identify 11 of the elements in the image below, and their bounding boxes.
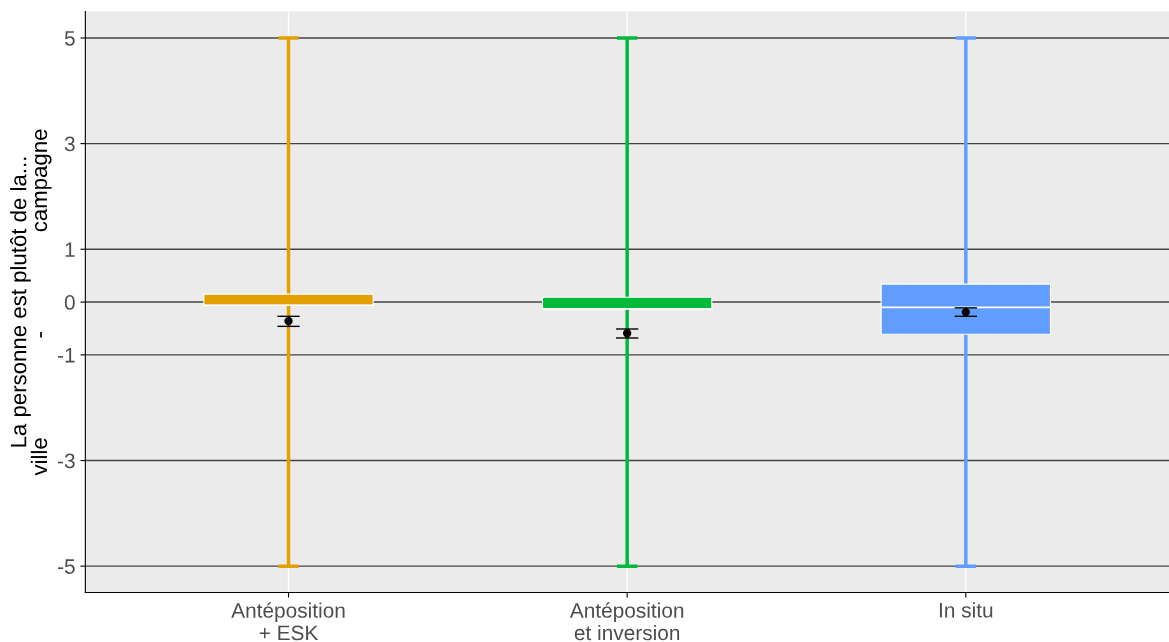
y-tick-label: 3 xyxy=(64,136,75,152)
y-axis-title: La personne est plutôt de la... ville - campagne xyxy=(10,129,52,476)
x-tick-label: In situ xyxy=(939,602,993,618)
y-tick-label: 0 xyxy=(64,295,75,310)
x-tick-label: Antéposition et inversion xyxy=(569,602,684,641)
y-tick-label: -5 xyxy=(58,559,75,574)
y-tick-label: -3 xyxy=(58,453,75,469)
y-tick-label: 5 xyxy=(64,31,75,46)
x-tick-label: Antéposition + ESK xyxy=(231,602,345,641)
y-tick-label: -1 xyxy=(58,348,75,363)
y-tick-label: 1 xyxy=(65,242,75,257)
